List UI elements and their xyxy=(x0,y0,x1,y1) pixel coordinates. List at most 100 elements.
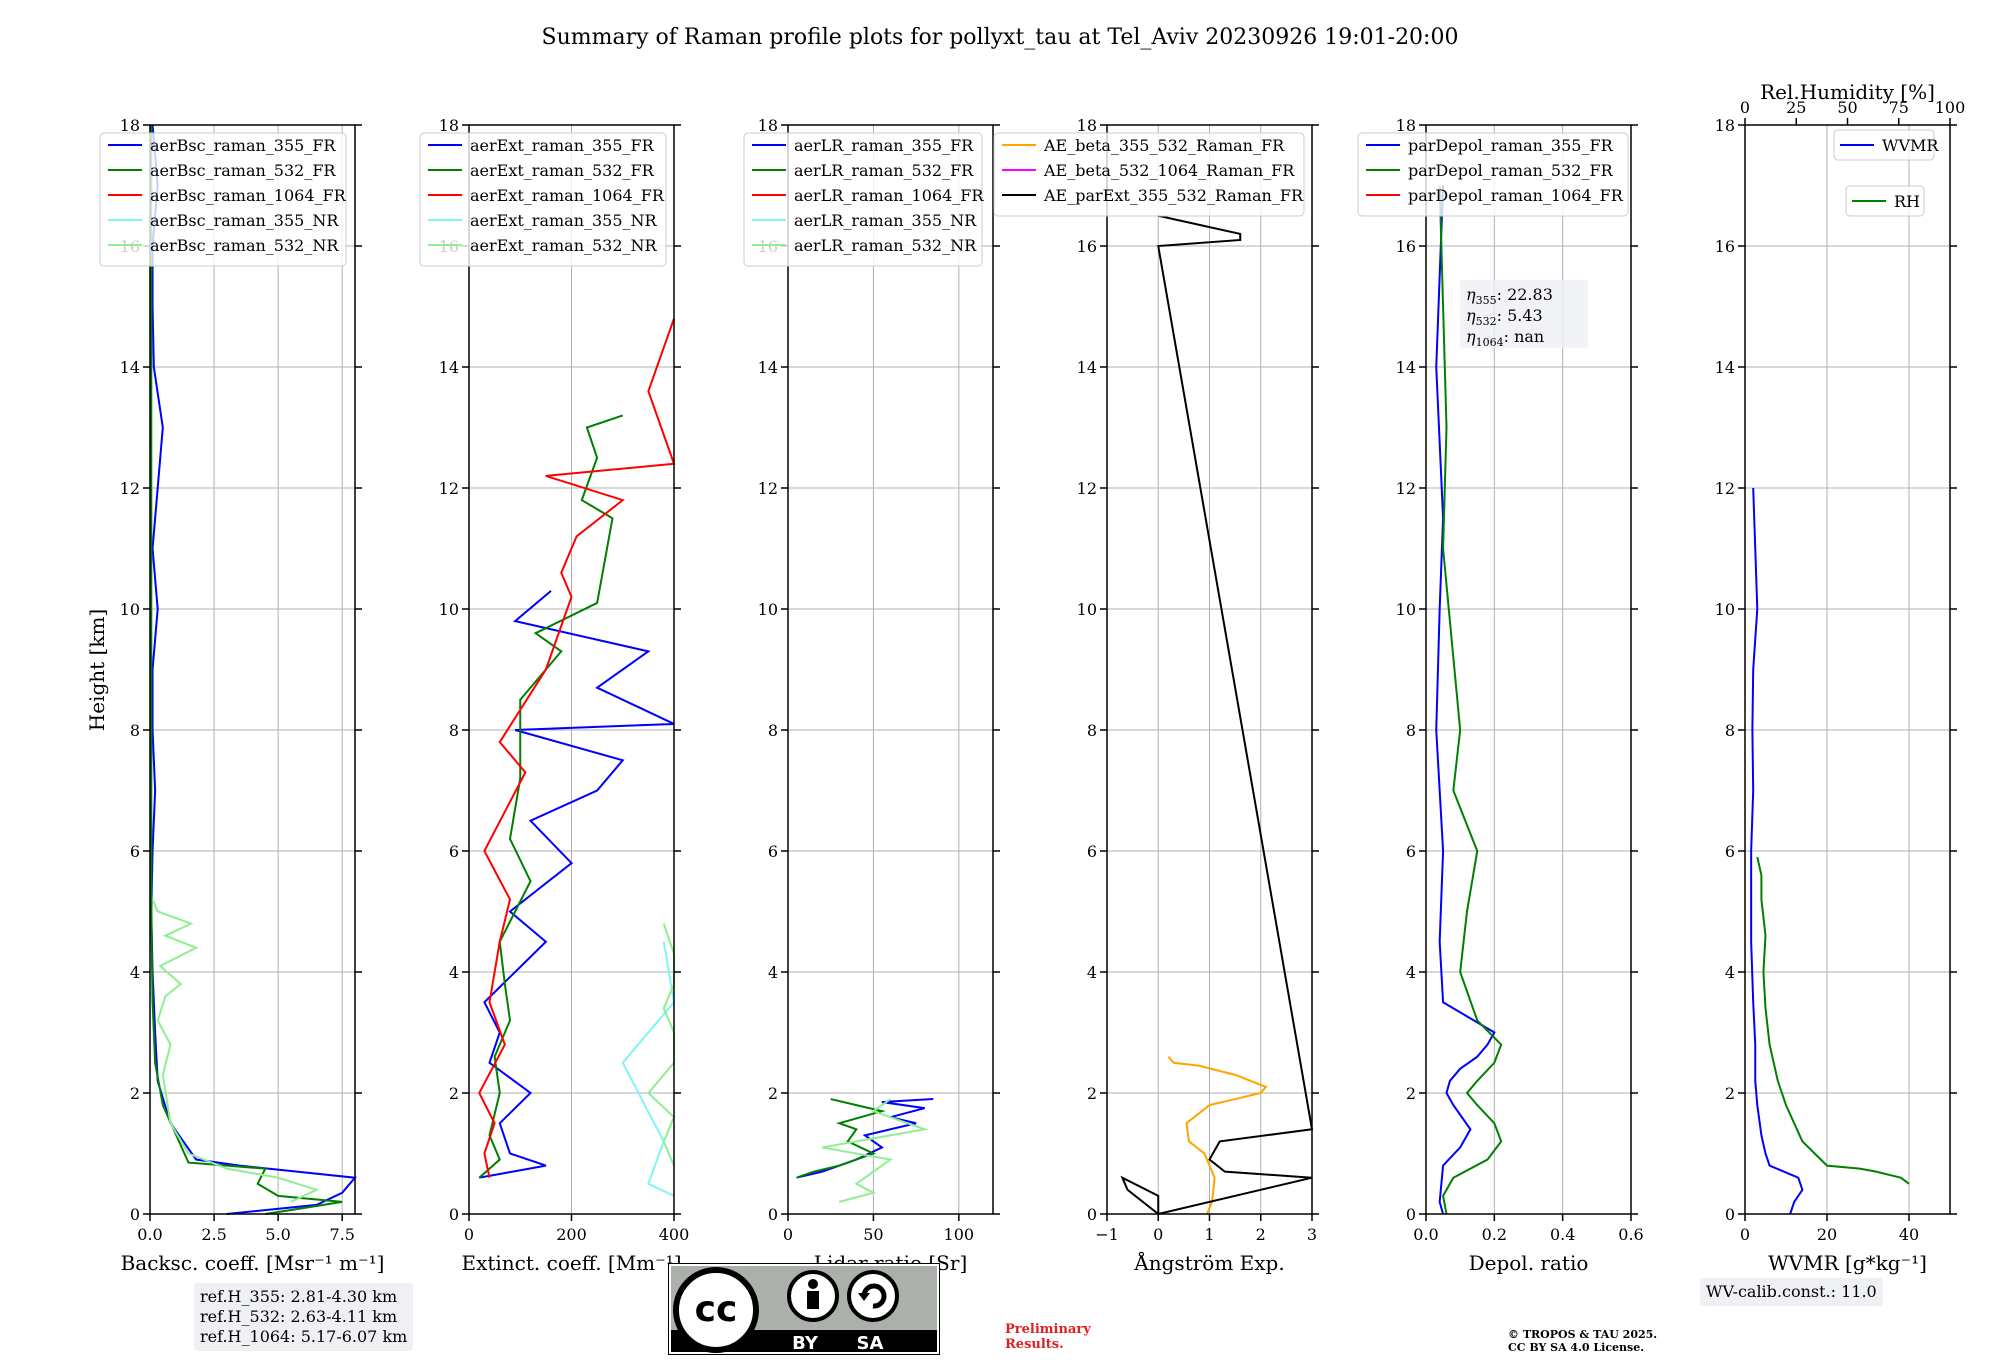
eta-annotation: η1064: nan xyxy=(1466,327,1544,349)
y-tick-label: 4 xyxy=(1406,963,1416,982)
y-tick-label: 16 xyxy=(1396,237,1416,256)
legend-box xyxy=(99,132,347,267)
preliminary-line-1: Preliminary xyxy=(1005,1322,1091,1337)
legend-entry: aerLR_raman_355_FR xyxy=(794,136,974,155)
y-tick-label: 8 xyxy=(768,721,778,740)
y-tick-label: 6 xyxy=(1087,842,1097,861)
x-tick-label: 7.5 xyxy=(329,1225,354,1244)
x-tick-label: 0 xyxy=(464,1225,474,1244)
refh-1064: ref.H_1064: 5.17-6.07 km xyxy=(200,1327,408,1346)
y-tick-label: 10 xyxy=(439,600,459,619)
panel-6: 0 2 4 6 8 10 12 14 16 18 0 20 40 WVMR [g*kg⁻¹] 0 25 50 75… xyxy=(1715,80,1966,1275)
legend-entry: aerBsc_raman_355_NR xyxy=(150,211,339,230)
x-axis-label: Ångström Exp. xyxy=(1133,1250,1284,1275)
x-tick-label: 200 xyxy=(556,1225,587,1244)
y-tick-label: 0 xyxy=(1725,1205,1735,1224)
y-tick-label: 8 xyxy=(1087,721,1097,740)
x-tick-label: 3 xyxy=(1307,1225,1317,1244)
legend-box xyxy=(419,132,667,267)
series-line-AE_parExt_355_532_Raman_FR xyxy=(1120,214,1314,1216)
series-line-aerBsc_raman_355_FR xyxy=(150,124,357,1215)
series-line-parDepol_raman_355_FR xyxy=(1435,185,1496,1215)
y-tick-label: 18 xyxy=(758,116,778,135)
x2-tick-label: 25 xyxy=(1786,98,1806,117)
y-tick-label: 14 xyxy=(1396,358,1416,377)
y-tick-label: 10 xyxy=(120,600,140,619)
legend-entry: aerBsc_raman_355_FR xyxy=(150,136,336,155)
x-tick-label: 20 xyxy=(1817,1225,1837,1244)
y-tick-label: 2 xyxy=(1087,1084,1097,1103)
legend-entry: aerExt_raman_532_NR xyxy=(470,236,658,255)
x-tick-label: 0 xyxy=(1153,1225,1163,1244)
share-alike-icon xyxy=(847,1270,899,1322)
x-tick-label: 2.5 xyxy=(201,1225,226,1244)
y-tick-label: 12 xyxy=(1077,479,1097,498)
y-tick-label: 2 xyxy=(1406,1084,1416,1103)
series-line-parDepol_raman_532_FR xyxy=(1438,185,1503,1215)
x-tick-label: 400 xyxy=(659,1225,690,1244)
x-tick-label: −1 xyxy=(1095,1225,1119,1244)
y-tick-label: 4 xyxy=(130,963,140,982)
wv-calib-text: WV-calib.const.: 11.0 xyxy=(1706,1282,1877,1301)
legend-entry: aerBsc_raman_532_FR xyxy=(150,161,336,180)
y-tick-label: 14 xyxy=(120,358,140,377)
copyright-line-2: CC BY SA 4.0 License. xyxy=(1508,1341,1645,1354)
y-tick-label: 12 xyxy=(1396,479,1416,498)
panel-5: 0 2 4 6 8 10 12 14 16 18 0.0 0.2 0.4 0.6 Depol. ratio p… xyxy=(1357,116,1644,1275)
y-tick-label: 14 xyxy=(439,358,459,377)
x-tick-label: 40 xyxy=(1899,1225,1919,1244)
y-tick-label: 8 xyxy=(449,721,459,740)
y-tick-label: 18 xyxy=(1715,116,1735,135)
figure-title: Summary of Raman profile plots for polly… xyxy=(542,25,1459,50)
legend-entry: aerExt_raman_355_NR xyxy=(470,211,658,230)
y-tick-label: 4 xyxy=(1087,963,1097,982)
x-tick-label: 1 xyxy=(1204,1225,1214,1244)
x-tick-label: 0.4 xyxy=(1550,1225,1575,1244)
y-tick-label: 0 xyxy=(1087,1205,1097,1224)
y-tick-label: 6 xyxy=(1725,842,1735,861)
y-tick-label: 0 xyxy=(449,1205,459,1224)
legend-entry: aerExt_raman_355_FR xyxy=(470,136,655,155)
x-axis-label: Depol. ratio xyxy=(1469,1251,1589,1275)
legend-entry: parDepol_raman_355_FR xyxy=(1408,136,1614,155)
y-axis-label: Height [km] xyxy=(85,609,109,731)
panel-2: 0246810121416180200400Extinct. coeff. [M… xyxy=(419,116,690,1275)
legend-box xyxy=(1833,129,1935,161)
legend-box xyxy=(993,132,1305,217)
x2-tick-label: 50 xyxy=(1837,98,1857,117)
x-tick-label: 50 xyxy=(863,1225,883,1244)
legend-entry: aerLR_raman_532_FR xyxy=(794,161,974,180)
y-tick-label: 0 xyxy=(1406,1205,1416,1224)
axes-frame xyxy=(1425,124,1632,1215)
y-tick-label: 10 xyxy=(1077,600,1097,619)
x-tick-label: 0.2 xyxy=(1482,1225,1507,1244)
y-tick-label: 0 xyxy=(130,1205,140,1224)
legend-entry: AE_beta_355_532_Raman_FR xyxy=(1043,136,1285,155)
legend-entry: AE_parExt_355_532_Raman_FR xyxy=(1043,186,1304,205)
x-tick-label: 0.0 xyxy=(1413,1225,1438,1244)
axes-frame xyxy=(1744,124,1951,1215)
series-line-RH xyxy=(1756,856,1910,1185)
y-tick-label: 10 xyxy=(1396,600,1416,619)
legend-entry: parDepol_raman_532_FR xyxy=(1408,161,1614,180)
y-tick-label: 6 xyxy=(130,842,140,861)
series-line-aerLR_raman_532_FR xyxy=(796,1098,886,1179)
y-tick-label: 8 xyxy=(1406,721,1416,740)
x-axis-label: WVMR [g*kg⁻¹] xyxy=(1768,1251,1927,1275)
legend-entry: WVMR xyxy=(1882,136,1939,155)
legend-entry: aerLR_raman_1064_FR xyxy=(794,186,984,205)
copyright-note: © TROPOS & TAU 2025. CC BY SA 4.0 Licens… xyxy=(1508,1328,1657,1354)
x2-tick-label: 100 xyxy=(1935,98,1966,117)
legend-entry: aerExt_raman_1064_FR xyxy=(470,186,665,205)
series-line-AE_beta_355_532_Raman_FR xyxy=(1167,1056,1268,1215)
legend-entry: RH xyxy=(1894,192,1920,211)
x-tick-label: 0.6 xyxy=(1618,1225,1643,1244)
y-tick-label: 18 xyxy=(1077,116,1097,135)
y-tick-label: 8 xyxy=(130,721,140,740)
legend-entry: aerExt_raman_532_FR xyxy=(470,161,655,180)
y-tick-label: 18 xyxy=(1396,116,1416,135)
